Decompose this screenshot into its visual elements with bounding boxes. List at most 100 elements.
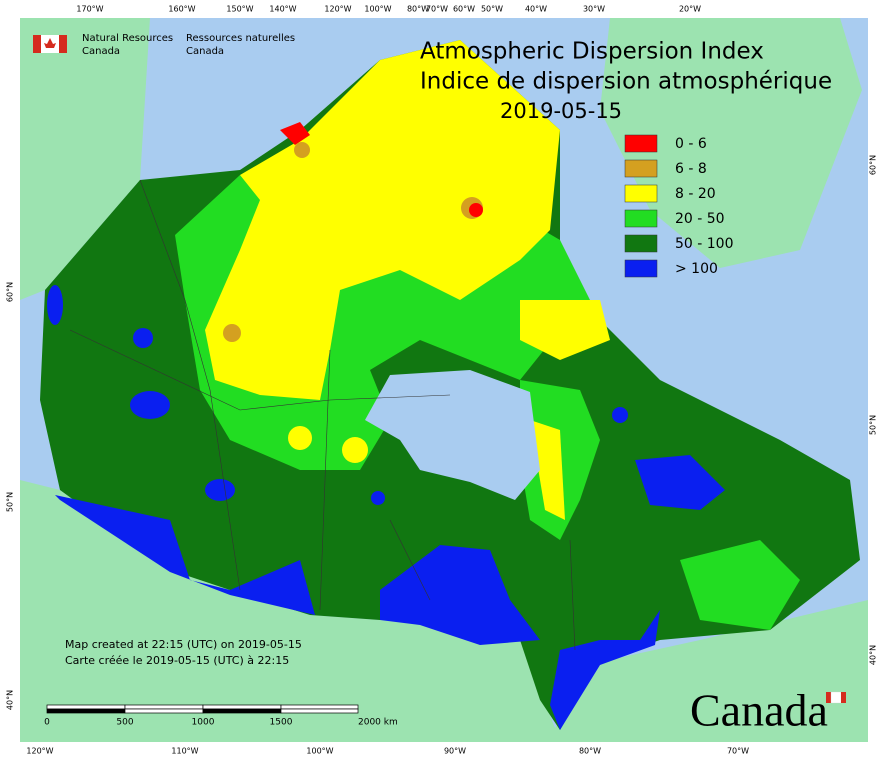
- canada-regions-shape: [205, 40, 560, 400]
- legend: 0 - 6 6 - 8 8 - 20 20 - 50 50 - 100 > 100: [624, 134, 734, 278]
- canada-regions-shape: [47, 285, 63, 325]
- title: Atmospheric Dispersion Index: [420, 39, 764, 65]
- flag-bar: [33, 35, 41, 53]
- legend-swatch: [624, 134, 658, 153]
- canada-regions-shape: [223, 324, 241, 342]
- latitude-label: 60°N: [6, 282, 15, 302]
- canada-regions-shape: [280, 122, 310, 145]
- scale-segment: [124, 708, 204, 714]
- legend-swatch: [624, 184, 658, 203]
- longitude-label: 60°W: [453, 5, 475, 14]
- wordmark-text: Canada: [690, 685, 828, 736]
- canada-regions-shape: [380, 545, 540, 645]
- legend-swatch: [624, 159, 658, 178]
- map-frame-shape: [600, 18, 862, 268]
- latitude-label: 40°N: [869, 645, 878, 665]
- title: Indice de dispersion atmosphérique: [420, 69, 832, 95]
- canada-regions-shape: [550, 610, 660, 730]
- legend-label: 8 - 20: [675, 186, 716, 202]
- org-name: Ressources naturelles: [186, 33, 295, 44]
- longitude-label: 20°W: [679, 5, 701, 14]
- province-borders: [69, 179, 576, 651]
- canada-regions-shape: [205, 479, 235, 501]
- map-date: 2019-05-15: [500, 99, 622, 123]
- water-bodies-shape: [365, 370, 540, 500]
- legend-swatch: [624, 259, 658, 278]
- graticule-labels: 170°W 160°W 150°W 140°W 120°W 100°W 80°W70°W 60…: [6, 5, 878, 756]
- canada-regions-shape: [635, 455, 725, 510]
- scale-label: 1500: [270, 718, 293, 728]
- canada-regions-shape: [288, 426, 312, 450]
- flag-field: [830, 691, 842, 704]
- longitude-label: 120°W: [26, 747, 53, 756]
- org-name: Canada: [82, 46, 120, 57]
- legend-label: 20 - 50: [675, 211, 725, 227]
- legend-swatch: [624, 209, 658, 228]
- province-borders-shape: [319, 349, 331, 611]
- latitude-label: 60°N: [869, 155, 878, 175]
- canada-regions-shape: [680, 540, 800, 630]
- flag-bar: [59, 35, 67, 53]
- latitude-label: 40°N: [6, 690, 15, 710]
- province-borders-shape: [69, 329, 451, 411]
- scale-segment: [280, 708, 359, 714]
- map-frame-shape: [20, 18, 150, 300]
- canada-regions-shape: [130, 391, 170, 419]
- canada-regions-shape: [469, 203, 483, 217]
- longitude-label: 40°W: [525, 5, 547, 14]
- scale-label: 1000: [192, 718, 215, 728]
- scale-segment: [124, 704, 204, 710]
- canada-regions-shape: [294, 142, 310, 158]
- province-borders-shape: [389, 519, 431, 601]
- org-name: Canada: [186, 46, 224, 57]
- legend-label: 6 - 8: [675, 161, 707, 177]
- longitude-label: 90°W: [444, 747, 466, 756]
- maple-leaf: [44, 38, 56, 48]
- longitude-label: 50°W: [481, 5, 503, 14]
- scale-label: 500: [116, 718, 133, 728]
- scale-segment: [46, 708, 126, 714]
- latitude-label: 50°N: [6, 492, 15, 512]
- agency-header: Natural Resources Canada Ressources natu…: [33, 33, 295, 57]
- water-bodies: [365, 370, 540, 500]
- longitude-label: 70°W: [727, 747, 749, 756]
- latitude-label: 50°N: [869, 415, 878, 435]
- longitude-label: 100°W: [306, 747, 333, 756]
- longitude-label: 80°W: [407, 5, 429, 14]
- canada-regions-shape: [55, 495, 315, 615]
- longitude-label: 170°W: [76, 5, 103, 14]
- longitude-label: 120°W: [324, 5, 351, 14]
- flag-bar: [841, 692, 846, 703]
- credit: Map created at 22:15 (UTC) on 2019-05-15: [65, 638, 302, 651]
- scale-segment: [202, 704, 282, 710]
- scale-bar: 0 500 1000 1500 2000 km: [44, 704, 398, 728]
- canada-regions-shape: [612, 407, 628, 423]
- legend-label: 50 - 100: [675, 236, 734, 252]
- province-borders-shape: [139, 179, 241, 591]
- scale-segment: [46, 704, 126, 710]
- longitude-label: 30°W: [583, 5, 605, 14]
- scale-label: 2000 km: [358, 718, 398, 728]
- canada-regions-shape: [133, 328, 153, 348]
- longitude-label: 80°W: [579, 747, 601, 756]
- scale-segment: [280, 704, 359, 710]
- legend-label: > 100: [675, 261, 718, 277]
- longitude-label: 150°W: [226, 5, 253, 14]
- canada-regions-shape: [520, 300, 610, 360]
- canada-regions-shape: [530, 420, 565, 520]
- map-frame-shape: [20, 480, 868, 742]
- legend-label: 0 - 6: [675, 136, 707, 152]
- flag-bar: [826, 692, 831, 703]
- longitude-label: 70°W: [426, 5, 448, 14]
- longitude-label: 100°W: [364, 5, 391, 14]
- province-borders-shape: [569, 539, 576, 651]
- credit: Carte créée le 2019-05-15 (UTC) à 22:15: [65, 654, 289, 667]
- scale-segment: [202, 708, 282, 714]
- longitude-label: 110°W: [171, 747, 198, 756]
- canada-regions-shape: [371, 491, 385, 505]
- scale-label: 0: [44, 718, 50, 728]
- wordmark: Canada: [690, 685, 846, 736]
- longitude-label: 160°W: [168, 5, 195, 14]
- longitude-label: 140°W: [269, 5, 296, 14]
